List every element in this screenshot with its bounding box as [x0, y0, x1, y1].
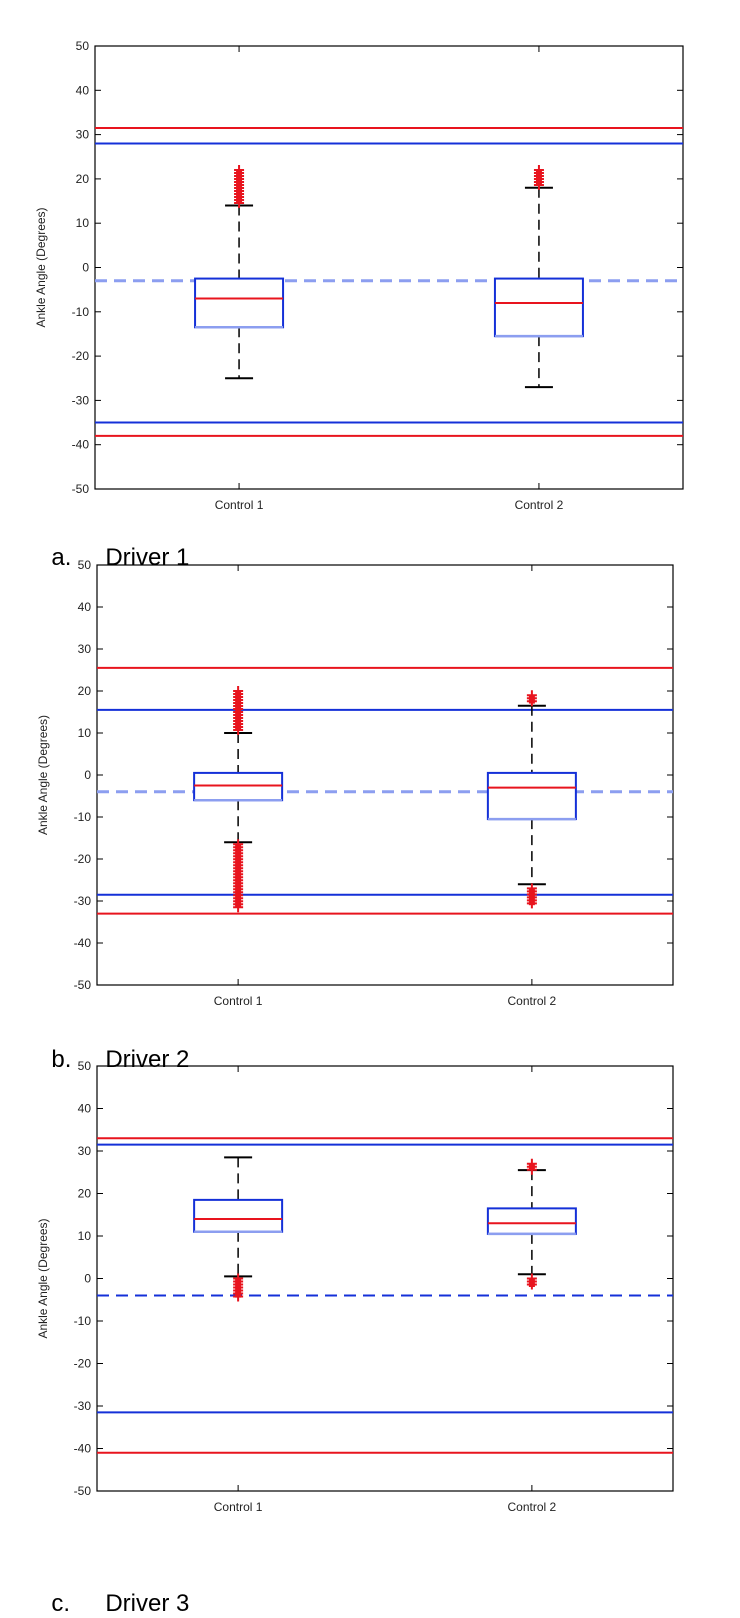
lower-outliers: [233, 1273, 244, 1302]
caption-letter: b.: [51, 1046, 72, 1073]
y-axis-label: Ankle Angle (Degrees): [34, 207, 48, 327]
y-tick-label: -50: [74, 1484, 92, 1498]
y-tick-label: 50: [76, 39, 90, 53]
y-tick-label: 50: [78, 558, 92, 572]
y-tick-label: -20: [74, 852, 92, 866]
interquartile-box: [194, 277, 285, 329]
boxplot-chart-driver-1: 50 40 30 20 10 0 -10 -20 -30 -40 -50 Ankle Angle (D…: [34, 39, 684, 512]
caption-text: Driver 3: [105, 1590, 190, 1617]
y-tick-label: 30: [78, 642, 92, 656]
y-tick-label: -50: [72, 482, 90, 496]
y-tick-label: 10: [78, 1229, 92, 1243]
interquartile-box: [193, 771, 284, 802]
caption-driver-2: b. Driver 2: [38, 1018, 189, 1074]
caption-text: Driver 1: [105, 544, 190, 571]
y-tick-label: -40: [74, 1442, 92, 1456]
upper-outliers: [526, 1158, 537, 1175]
plot-frame: [96, 564, 674, 986]
interquartile-box: [493, 277, 584, 338]
y-tick-label: -20: [72, 349, 90, 363]
y-tick-label: 0: [84, 1272, 91, 1286]
y-tick-label: 40: [76, 83, 90, 97]
y-tick-label: 0: [84, 768, 91, 782]
y-axis-label: Ankle Angle (Degrees): [36, 715, 50, 835]
x-category-label: Control 1: [214, 994, 263, 1008]
y-tick-label: 50: [78, 1059, 92, 1073]
y-tick-label: -30: [74, 894, 92, 908]
upper-outliers: [233, 686, 244, 735]
y-tick-label: -50: [74, 978, 92, 992]
y-tick-label: -10: [72, 305, 90, 319]
caption-letter: a.: [51, 544, 72, 571]
x-category-label: Control 1: [214, 1500, 263, 1514]
y-tick-label: -30: [74, 1399, 92, 1413]
y-tick-label: 30: [78, 1144, 92, 1158]
caption-letter: c.: [51, 1590, 71, 1617]
interquartile-box: [193, 1198, 284, 1233]
upper-outliers: [234, 165, 245, 209]
y-tick-label: 30: [76, 128, 90, 142]
x-category-label: Control 2: [515, 498, 564, 512]
upper-outliers: [526, 690, 537, 707]
y-tick-label: 40: [78, 600, 92, 614]
lower-outliers: [526, 883, 537, 909]
y-tick-label: -40: [72, 438, 90, 452]
y-tick-label: -10: [74, 810, 92, 824]
lower-outliers: [233, 839, 244, 913]
y-tick-label: 20: [78, 684, 92, 698]
y-axis-label: Ankle Angle (Degrees): [36, 1218, 50, 1338]
y-tick-label: 20: [76, 172, 90, 186]
x-category-label: Control 2: [508, 1500, 557, 1514]
upper-outliers: [533, 165, 544, 191]
lower-outliers: [526, 1273, 537, 1290]
caption-driver-1: a. Driver 1: [38, 516, 189, 572]
boxplot-chart-driver-2: 50 40 30 20 10 0 -10 -20 -30 -40 -50 Ankle Angle (D…: [36, 558, 674, 1008]
y-tick-label: -20: [74, 1357, 92, 1371]
interquartile-box: [486, 1207, 577, 1235]
y-tick-label: 20: [78, 1187, 92, 1201]
plot-frame: [96, 1065, 674, 1492]
y-tick-label: -30: [72, 393, 90, 407]
y-tick-label: -10: [74, 1314, 92, 1328]
y-tick-label: -40: [74, 936, 92, 950]
boxplot-chart-driver-3: 50 40 30 20 10 0 -10 -20 -30 -40 -50 Ankle Angle (D…: [36, 1059, 674, 1514]
y-tick-label: 0: [82, 261, 89, 275]
x-category-label: Control 1: [215, 498, 264, 512]
y-tick-label: 10: [76, 216, 90, 230]
interquartile-box: [486, 771, 577, 821]
y-tick-label: 40: [78, 1102, 92, 1116]
y-tick-label: 10: [78, 726, 92, 740]
x-category-label: Control 2: [508, 994, 557, 1008]
